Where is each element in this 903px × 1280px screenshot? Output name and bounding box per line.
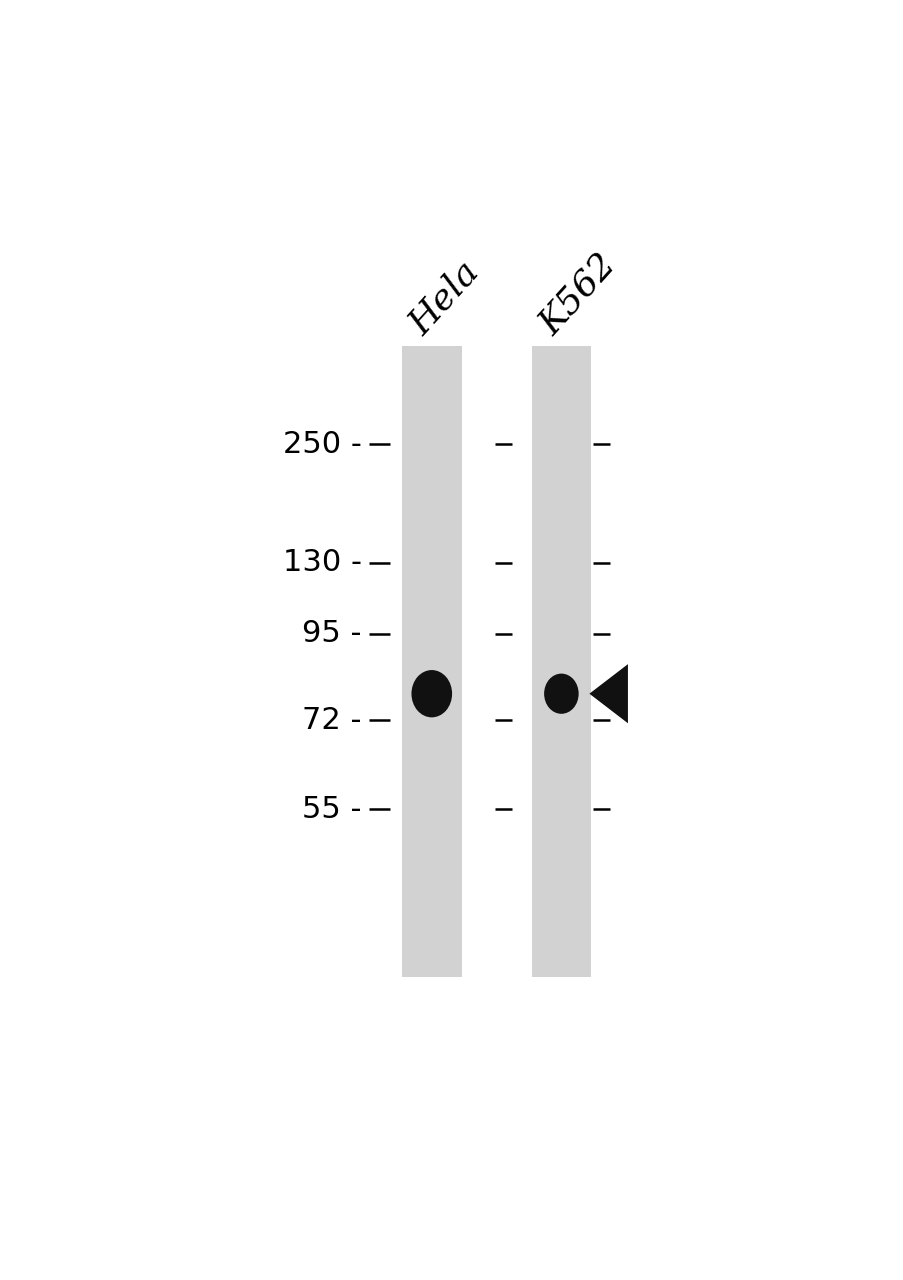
Text: 95 -: 95 - (302, 620, 361, 648)
Bar (402, 346, 461, 977)
Bar (531, 346, 591, 977)
Text: K562: K562 (532, 247, 621, 340)
Text: 55 -: 55 - (302, 795, 361, 823)
Text: 250 -: 250 - (283, 430, 361, 458)
Text: 130 -: 130 - (283, 548, 361, 577)
Text: 72 -: 72 - (302, 705, 361, 735)
Text: Hela: Hela (403, 255, 485, 340)
Polygon shape (589, 664, 628, 723)
Ellipse shape (411, 669, 452, 717)
Ellipse shape (544, 673, 578, 714)
